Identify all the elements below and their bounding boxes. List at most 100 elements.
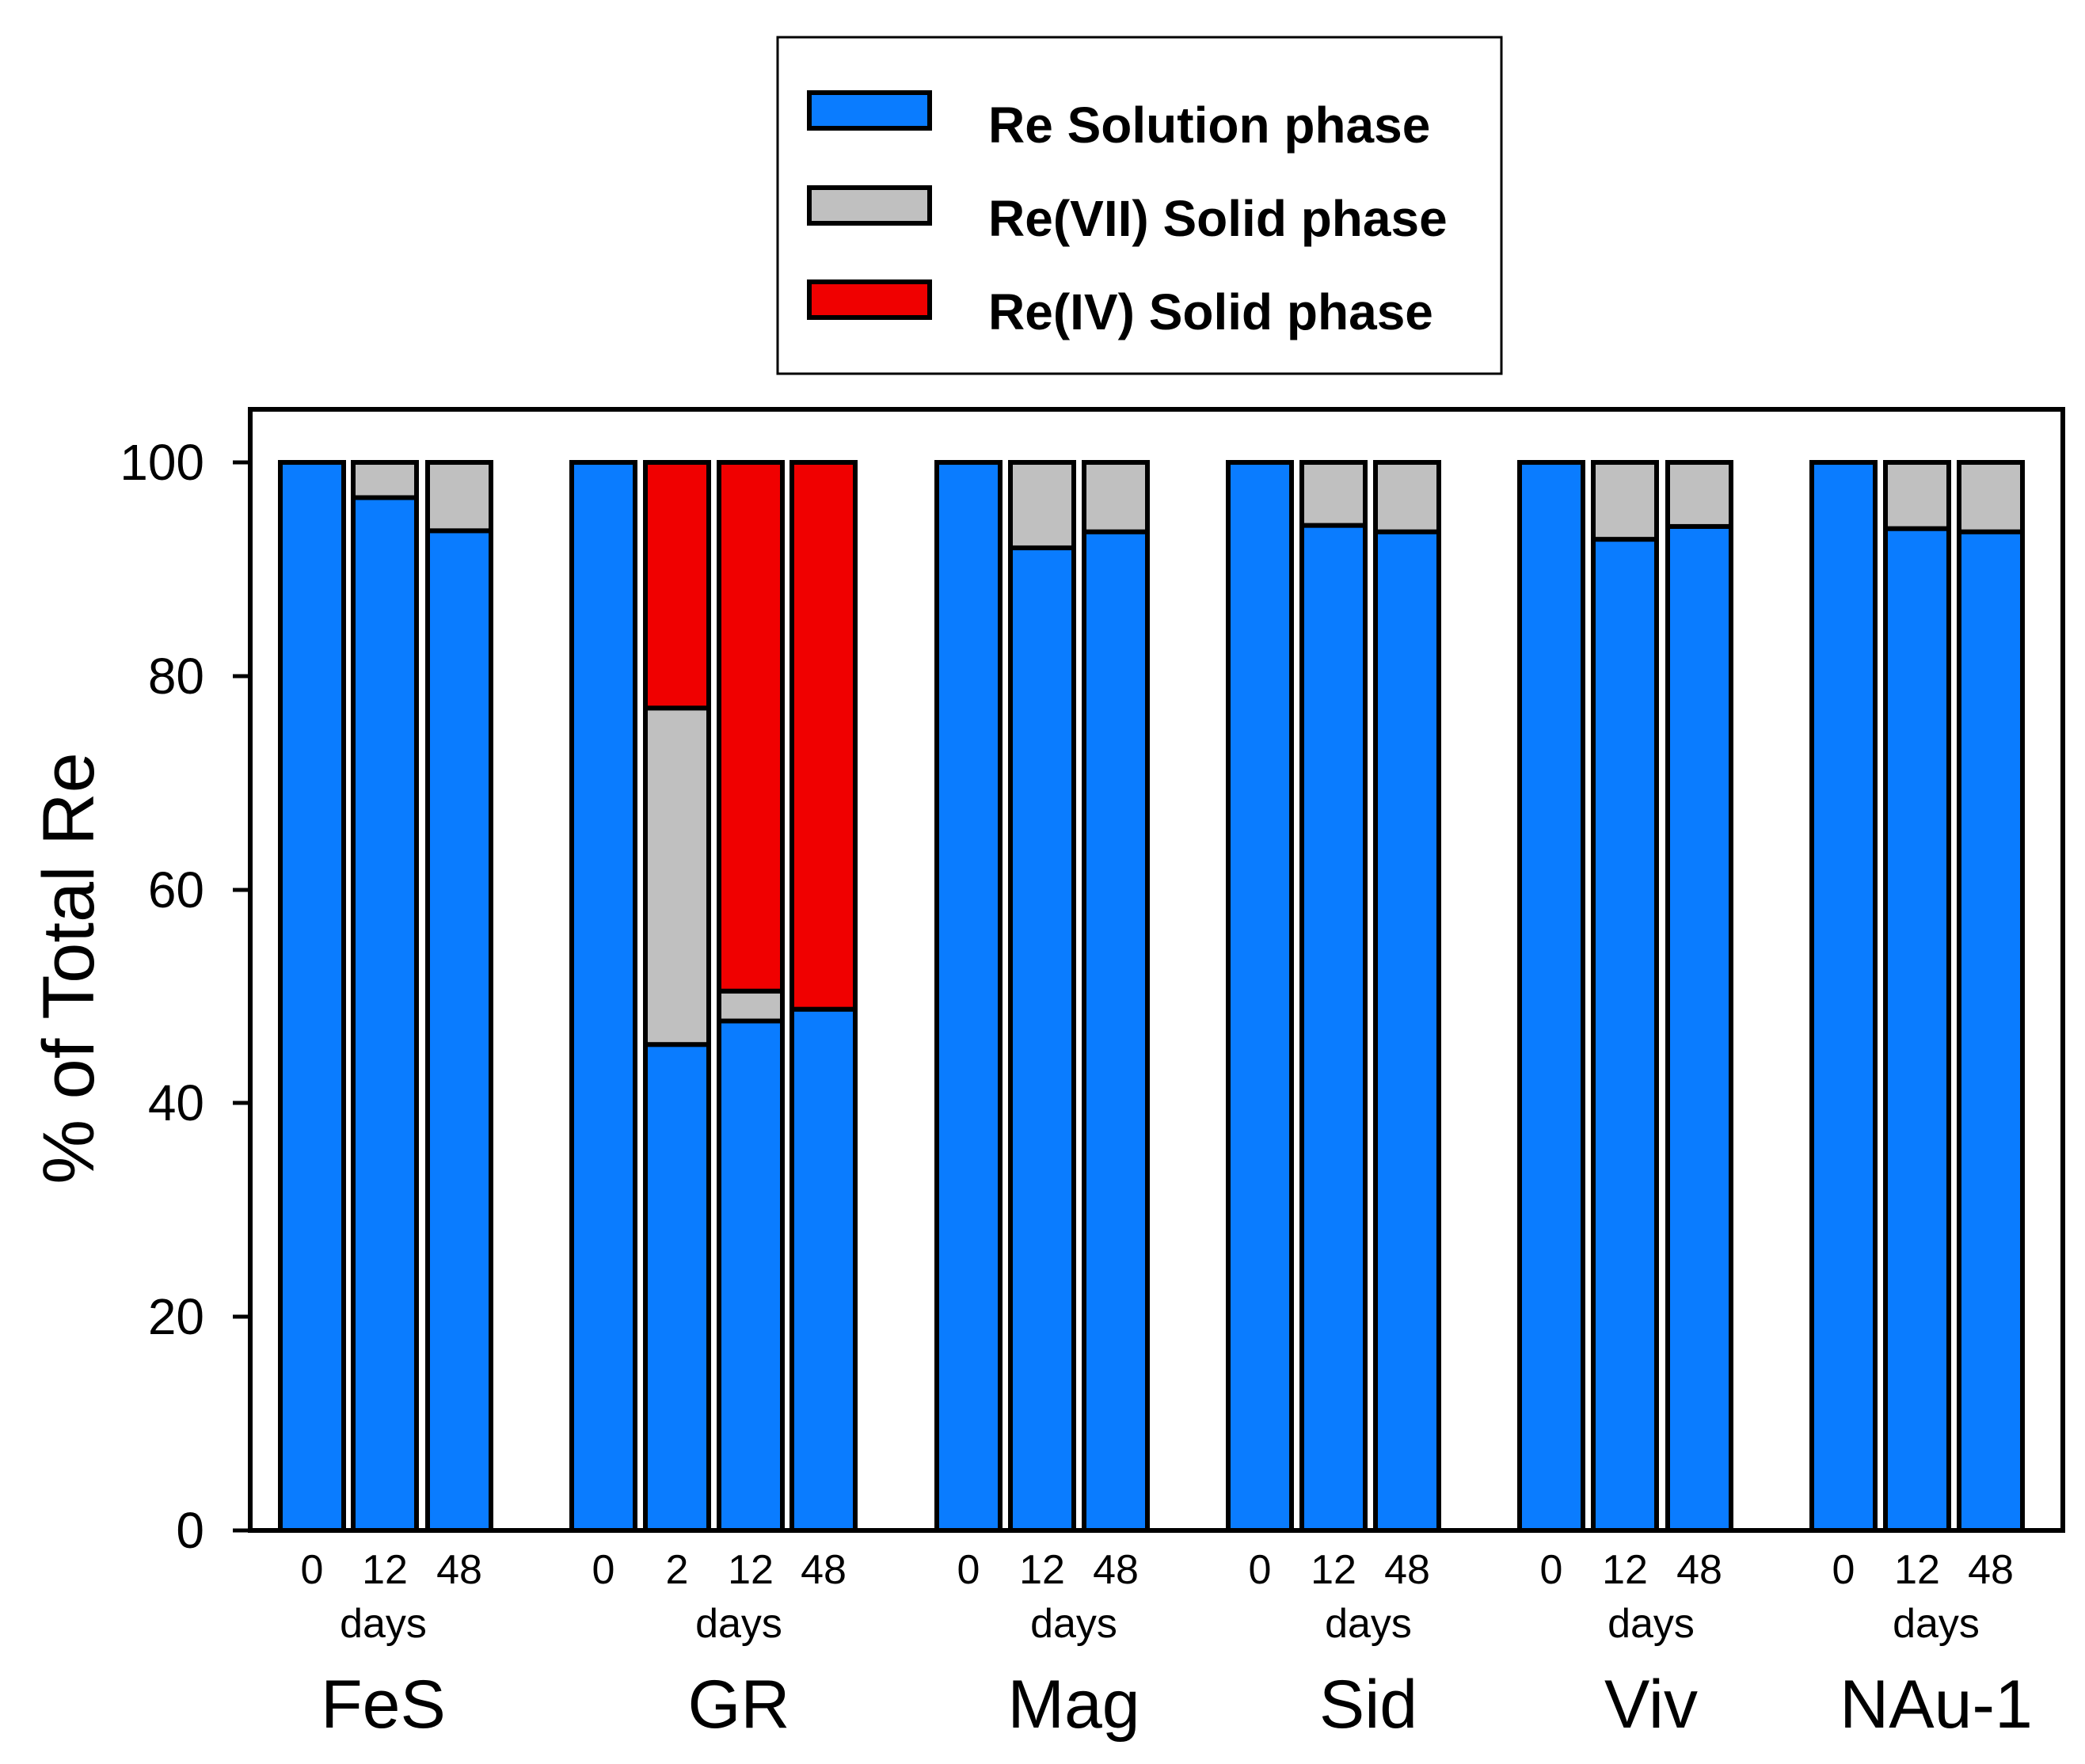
x-tick-label-viv-48: 48 [1676, 1547, 1722, 1593]
bar-segment-solution [934, 460, 1003, 1533]
y-tick-label: 20 [148, 1288, 204, 1345]
legend-swatch-solution [807, 90, 932, 131]
x-tick-label-fes-48: 48 [436, 1547, 482, 1593]
bar-segment-re7 [1082, 460, 1150, 534]
legend-swatch-re4 [807, 279, 932, 320]
bars [278, 460, 2025, 1534]
bar-gr-day-2 [643, 460, 711, 1533]
y-axis: 0 20 40 60 80 100 [120, 434, 250, 1559]
group-label-gr: GR [688, 1667, 790, 1743]
bar-segment-solution [789, 1006, 858, 1533]
x-tick-label-nau-1-12: 12 [1894, 1547, 1940, 1593]
bar-viv-day-12 [1591, 460, 1659, 1533]
x-tick-label-nau-1-0: 0 [1832, 1547, 1855, 1593]
bar-segment-re7 [643, 705, 711, 1047]
legend: Re Solution phase Re(VII) Solid phase Re… [776, 36, 1503, 375]
x-tick-label-mag-48: 48 [1093, 1547, 1139, 1593]
y-tick-label: 40 [148, 1074, 204, 1131]
bar-segment-re7 [1591, 460, 1659, 542]
bar-segment-solution [1226, 460, 1294, 1533]
group-label-nau-1: NAu-1 [1840, 1667, 2033, 1743]
legend-label-solution: Re Solution phase [988, 97, 1430, 154]
y-tick-label: 80 [148, 648, 204, 705]
bar-segment-re4 [643, 460, 711, 711]
bar-fes-day-12 [351, 460, 419, 1534]
legend-entry-solution: Re Solution phase [807, 90, 1430, 154]
bar-segment-solution [351, 495, 419, 1534]
bar-segment-solution [1373, 529, 1441, 1533]
bar-gr-day-12 [717, 460, 785, 1533]
bar-segment-re7 [425, 460, 493, 534]
days-label: days [1325, 1601, 1412, 1647]
bar-segment-solution [717, 1018, 785, 1533]
bar-segment-solution [1665, 523, 1733, 1534]
bar-segment-re4 [717, 460, 785, 994]
bar-segment-re7 [1883, 460, 1951, 531]
legend-label-re4: Re(IV) Solid phase [988, 283, 1433, 340]
days-label: days [1030, 1601, 1117, 1647]
bar-segment-solution [1591, 537, 1659, 1533]
x-tick-label-sid-48: 48 [1384, 1547, 1430, 1593]
bar-segment-solution [1299, 523, 1368, 1534]
bar-gr-day-48 [789, 460, 858, 1533]
bar-segment-solution [643, 1042, 711, 1533]
bar-viv-day-0 [1517, 460, 1585, 1533]
plot-frame [248, 407, 2065, 1533]
y-axis-label: % of Total Re [29, 752, 109, 1184]
bar-segment-re7 [1665, 460, 1733, 529]
bar-sid-day-48 [1373, 460, 1441, 1533]
bar-segment-solution [1082, 529, 1150, 1533]
bar-segment-solution [1008, 545, 1076, 1533]
bar-segment-solution [569, 460, 637, 1533]
bar-nau-1-day-0 [1809, 460, 1878, 1533]
bar-segment-solution [1809, 460, 1878, 1533]
group-label-viv: Viv [1604, 1667, 1698, 1743]
bar-nau-1-day-48 [1957, 460, 2025, 1533]
y-tick-label: 0 [176, 1502, 204, 1559]
bar-segment-solution [425, 528, 493, 1533]
legend-label-re7: Re(VII) Solid phase [988, 190, 1448, 247]
days-label: days [1893, 1601, 1980, 1647]
bar-gr-day-0 [569, 460, 637, 1533]
bar-fes-day-0 [278, 460, 346, 1533]
bar-viv-day-48 [1665, 460, 1733, 1534]
days-label: days [340, 1601, 427, 1647]
x-tick-label-sid-12: 12 [1311, 1547, 1356, 1593]
y-tick-label: 60 [148, 861, 204, 918]
x-tick-label-mag-0: 0 [957, 1547, 980, 1593]
bar-sid-day-12 [1299, 460, 1368, 1534]
bar-segment-solution [1957, 529, 2025, 1533]
x-tick-label-viv-12: 12 [1602, 1547, 1648, 1593]
bar-segment-re7 [1373, 460, 1441, 534]
bar-segment-re7 [1008, 460, 1076, 550]
bar-segment-solution [1517, 460, 1585, 1533]
x-tick-label-gr-12: 12 [728, 1547, 774, 1593]
bar-segment-re7 [1957, 460, 2025, 534]
x-tick-label-gr-48: 48 [801, 1547, 847, 1593]
bar-segment-solution [1883, 526, 1951, 1534]
x-tick-label-viv-0: 0 [1540, 1547, 1563, 1593]
x-tick-label-mag-12: 12 [1019, 1547, 1065, 1593]
legend-entry-re7: Re(VII) Solid phase [807, 185, 1448, 247]
bar-segment-re7 [1299, 460, 1368, 528]
x-tick-label-nau-1-48: 48 [1968, 1547, 2014, 1593]
group-label-sid: Sid [1319, 1667, 1417, 1743]
bar-mag-day-48 [1082, 460, 1150, 1533]
bar-mag-day-0 [934, 460, 1003, 1533]
bar-fes-day-48 [425, 460, 493, 1533]
days-label: days [695, 1601, 782, 1647]
bar-segment-re4 [789, 460, 858, 1012]
x-tick-label-sid-0: 0 [1249, 1547, 1272, 1593]
x-tick-label-fes-12: 12 [362, 1547, 408, 1593]
bar-segment-re7 [717, 988, 785, 1024]
x-tick-label-fes-0: 0 [301, 1547, 324, 1593]
group-label-fes: FeS [321, 1667, 446, 1743]
x-tick-label-gr-2: 2 [666, 1547, 689, 1593]
legend-entry-re4: Re(IV) Solid phase [807, 279, 1433, 340]
bar-nau-1-day-12 [1883, 460, 1951, 1534]
y-tick-label: 100 [120, 434, 204, 491]
bar-segment-solution [278, 460, 346, 1533]
bar-segment-re7 [351, 460, 419, 500]
